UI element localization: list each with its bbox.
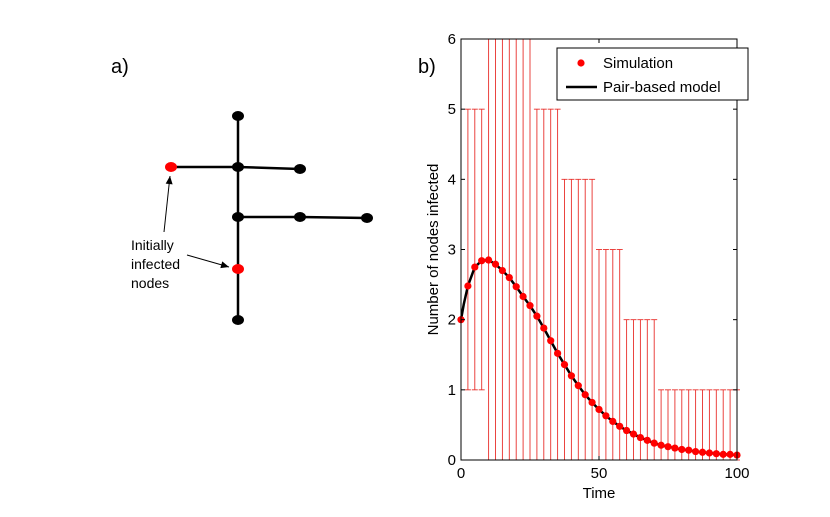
network-node xyxy=(232,162,244,172)
axis-ticks: 0 50 100 0 1 2 3 4 5 6 xyxy=(448,31,750,482)
annotation-line-1: Initially xyxy=(131,237,174,253)
legend-simulation-label: Simulation xyxy=(603,55,673,72)
simulation-point xyxy=(657,441,665,449)
annotation-arrows xyxy=(163,175,230,269)
simulation-point xyxy=(698,448,707,456)
y-tick-label: 3 xyxy=(448,242,456,259)
x-tick-label: 0 xyxy=(457,465,465,482)
network-edges xyxy=(171,116,368,320)
y-axis-label: Number of nodes infected xyxy=(425,164,442,336)
simulation-point xyxy=(505,273,513,282)
infected-node xyxy=(232,264,244,274)
simulation-point xyxy=(574,382,582,390)
panel-a-label: a) xyxy=(111,56,129,78)
y-tick-label: 0 xyxy=(448,452,456,469)
x-tick-label: 50 xyxy=(591,465,608,482)
infected-node xyxy=(165,162,177,172)
y-tick-label: 5 xyxy=(448,101,456,118)
annotation-line-3: nodes xyxy=(131,275,169,291)
simulation-point xyxy=(623,426,631,435)
simulation-point xyxy=(692,447,700,456)
simulation-point xyxy=(485,256,493,264)
simulation-point xyxy=(567,372,576,380)
legend: Simulation Pair-based model xyxy=(556,47,749,101)
simulation-point xyxy=(671,444,679,452)
annotation-arrow-shaft xyxy=(163,175,171,233)
simulation-point xyxy=(533,312,541,320)
legend-model-label: Pair-based model xyxy=(603,79,721,96)
simulation-point xyxy=(595,405,603,414)
simulation-point xyxy=(471,263,479,271)
simulation-point xyxy=(712,450,720,458)
simulation-point xyxy=(678,445,686,454)
network-diagram-panel: a) Initially infected nodes xyxy=(111,56,373,325)
y-tick-label: 4 xyxy=(448,171,456,188)
simulation-point xyxy=(498,266,506,275)
simulation-point xyxy=(560,360,569,369)
annotation-arrow-head xyxy=(220,261,229,269)
simulation-point xyxy=(464,282,472,290)
simulation-point xyxy=(705,449,714,457)
simulation-point xyxy=(636,433,645,442)
network-nodes xyxy=(165,111,373,325)
simulation-point xyxy=(519,292,527,301)
legend-box xyxy=(556,47,749,101)
y-tick-label: 1 xyxy=(448,382,456,399)
simulation-point xyxy=(650,439,658,447)
network-edge xyxy=(237,165,301,171)
simulation-point xyxy=(581,391,589,399)
simulation-point xyxy=(629,430,638,438)
simulation-point xyxy=(719,450,727,458)
simulation-point xyxy=(664,443,672,451)
annotation-arrow-head xyxy=(165,176,173,185)
x-axis-label: Time xyxy=(583,485,616,502)
simulation-point xyxy=(491,260,500,268)
network-node xyxy=(232,212,244,222)
simulation-point xyxy=(547,337,555,345)
x-tick-label: 100 xyxy=(724,465,749,482)
simulation-point xyxy=(526,302,534,310)
network-node xyxy=(232,315,244,325)
y-tick-label: 6 xyxy=(448,31,456,48)
simulation-point xyxy=(609,417,617,426)
network-edge xyxy=(299,215,368,220)
network-node xyxy=(361,213,373,223)
annotation-line-2: infected xyxy=(131,256,180,272)
simulation-point xyxy=(588,398,596,407)
simulation-point xyxy=(685,446,693,454)
network-node xyxy=(294,164,306,174)
simulation-point xyxy=(478,257,486,265)
simulation-point xyxy=(616,422,624,430)
legend-simulation-marker xyxy=(577,59,585,67)
network-node xyxy=(294,212,306,222)
simulation-point xyxy=(643,436,651,444)
simulation-point xyxy=(540,324,548,332)
simulation-point xyxy=(554,349,562,357)
simulation-point xyxy=(512,283,520,291)
chart-panel: b) 0 50 100 0 1 2 3 4 5 6 Time Number of nodes in… xyxy=(418,31,750,502)
simulation-point xyxy=(602,412,610,420)
panel-b-label: b) xyxy=(418,56,436,78)
network-node xyxy=(232,111,244,121)
simulation-point xyxy=(726,450,734,458)
y-tick-label: 2 xyxy=(448,312,456,329)
